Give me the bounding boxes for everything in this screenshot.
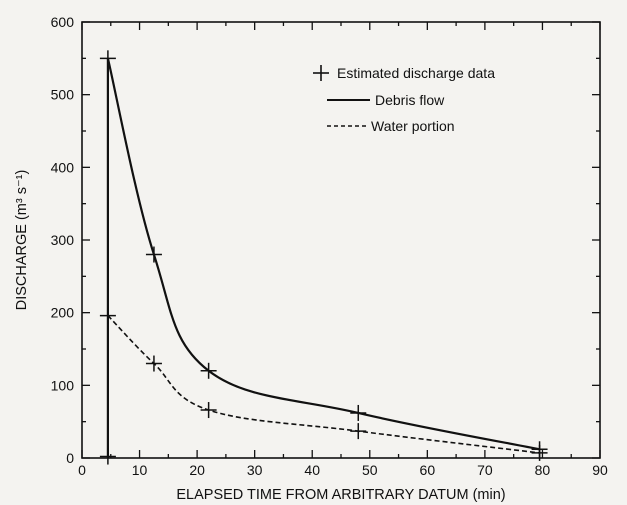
estimated-data-point xyxy=(200,362,217,379)
x-tick-label: 40 xyxy=(304,462,320,478)
estimated-data-point xyxy=(145,355,162,372)
legend-item-debris-flow: Debris flow xyxy=(327,92,445,108)
legend-item-water-portion: Water portion xyxy=(327,118,455,134)
y-tick-label: 300 xyxy=(51,232,75,248)
estimated-data-point xyxy=(350,404,367,421)
x-tick-label: 60 xyxy=(420,462,436,478)
y-tick-label: 200 xyxy=(51,305,75,321)
y-tick-label: 0 xyxy=(66,450,74,466)
legend-label: Water portion xyxy=(371,118,455,134)
water-portion-line xyxy=(107,315,540,454)
legend-label: Estimated discharge data xyxy=(337,65,495,81)
x-axis-label: ELAPSED TIME FROM ARBITRARY DATUM (min) xyxy=(176,487,505,503)
x-tick-label: 0 xyxy=(78,462,86,478)
plus-marker-icon xyxy=(313,65,329,81)
estimated-data-point xyxy=(145,246,162,263)
estimated-data-point xyxy=(99,50,116,67)
estimated-data-point xyxy=(99,448,116,465)
estimated-data-point xyxy=(531,444,548,461)
axis-ticks xyxy=(81,21,601,459)
data-markers xyxy=(99,50,548,465)
y-tick-label: 500 xyxy=(51,87,75,103)
y-axis-label: DISCHARGE (m³ s⁻¹) xyxy=(14,170,30,311)
legend: Estimated discharge data Debris flow Wat… xyxy=(313,65,495,134)
x-tick-label: 70 xyxy=(477,462,493,478)
x-tick-label: 20 xyxy=(189,462,205,478)
plot-area: 0 10 20 30 40 50 60 70 80 90 0 100 200 300 400 500 600 xyxy=(51,14,608,478)
estimated-data-point xyxy=(99,307,116,324)
plot-frame xyxy=(81,21,601,459)
y-tick-label: 100 xyxy=(51,377,75,393)
legend-label: Debris flow xyxy=(375,92,445,108)
y-tick-label: 400 xyxy=(51,159,75,175)
estimated-data-point xyxy=(200,402,217,419)
axis-tick-labels: 0 10 20 30 40 50 60 70 80 90 0 100 200 300 400 500 600 xyxy=(51,14,608,478)
debris-flow-line xyxy=(106,58,540,451)
x-tick-label: 80 xyxy=(535,462,551,478)
x-tick-label: 10 xyxy=(132,462,148,478)
series-lines xyxy=(106,58,540,458)
estimated-data-point xyxy=(350,423,367,440)
legend-item-estimated: Estimated discharge data xyxy=(313,65,495,81)
y-tick-label: 600 xyxy=(51,14,75,30)
x-tick-label: 50 xyxy=(362,462,378,478)
x-tick-label: 30 xyxy=(247,462,263,478)
x-tick-label: 90 xyxy=(592,462,608,478)
